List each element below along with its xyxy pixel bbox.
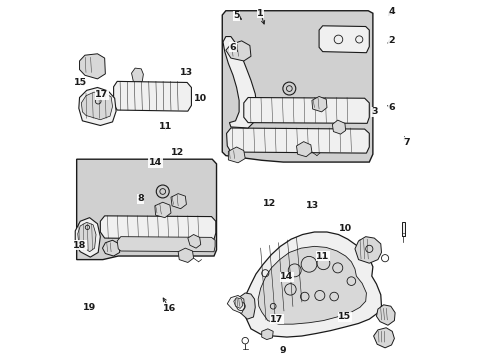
Polygon shape <box>237 293 255 319</box>
Text: 5: 5 <box>233 11 240 20</box>
Text: 15: 15 <box>338 312 351 321</box>
Text: 6: 6 <box>229 43 236 52</box>
Polygon shape <box>81 92 112 120</box>
Text: 18: 18 <box>73 241 86 250</box>
Polygon shape <box>117 237 215 252</box>
Polygon shape <box>332 120 345 134</box>
Text: 15: 15 <box>74 78 87 87</box>
Polygon shape <box>376 305 394 325</box>
Text: 4: 4 <box>387 7 394 16</box>
Text: 3: 3 <box>370 107 377 116</box>
Polygon shape <box>75 218 100 257</box>
Polygon shape <box>223 37 257 128</box>
Text: 17: 17 <box>269 315 283 324</box>
Polygon shape <box>227 296 244 314</box>
Polygon shape <box>258 246 366 324</box>
Text: 12: 12 <box>170 148 183 157</box>
Text: 12: 12 <box>263 199 276 208</box>
Polygon shape <box>80 54 105 79</box>
Polygon shape <box>178 248 193 262</box>
Text: 19: 19 <box>83 303 96 312</box>
Polygon shape <box>100 216 215 239</box>
Polygon shape <box>354 237 381 263</box>
Text: 1: 1 <box>257 9 264 18</box>
Polygon shape <box>244 232 381 337</box>
Polygon shape <box>187 234 201 248</box>
Text: 13: 13 <box>180 68 193 77</box>
Polygon shape <box>113 81 191 111</box>
Polygon shape <box>79 87 116 126</box>
Text: 13: 13 <box>305 201 319 210</box>
Polygon shape <box>77 159 216 260</box>
Text: 17: 17 <box>95 90 108 99</box>
Polygon shape <box>226 128 368 153</box>
Polygon shape <box>171 194 186 209</box>
Text: 11: 11 <box>159 122 172 131</box>
Polygon shape <box>296 141 311 157</box>
Polygon shape <box>319 26 368 53</box>
Polygon shape <box>373 328 394 348</box>
Text: 14: 14 <box>149 158 162 167</box>
Text: 8: 8 <box>137 194 143 203</box>
Text: 7: 7 <box>403 138 409 147</box>
Text: 2: 2 <box>387 36 394 45</box>
Polygon shape <box>78 222 96 252</box>
Text: 10: 10 <box>338 224 351 233</box>
Polygon shape <box>261 329 273 339</box>
Polygon shape <box>244 98 368 123</box>
Polygon shape <box>233 298 242 309</box>
Text: 10: 10 <box>194 94 207 103</box>
Polygon shape <box>102 240 120 256</box>
Bar <box>401 222 405 235</box>
Polygon shape <box>155 202 171 218</box>
Polygon shape <box>222 11 372 162</box>
Polygon shape <box>131 68 143 81</box>
Text: 11: 11 <box>315 252 328 261</box>
Text: 16: 16 <box>162 304 176 313</box>
Text: 6: 6 <box>387 103 394 112</box>
Polygon shape <box>228 147 244 163</box>
Polygon shape <box>311 96 326 112</box>
Text: 14: 14 <box>280 272 293 281</box>
Polygon shape <box>225 41 250 61</box>
Text: 9: 9 <box>279 346 286 355</box>
